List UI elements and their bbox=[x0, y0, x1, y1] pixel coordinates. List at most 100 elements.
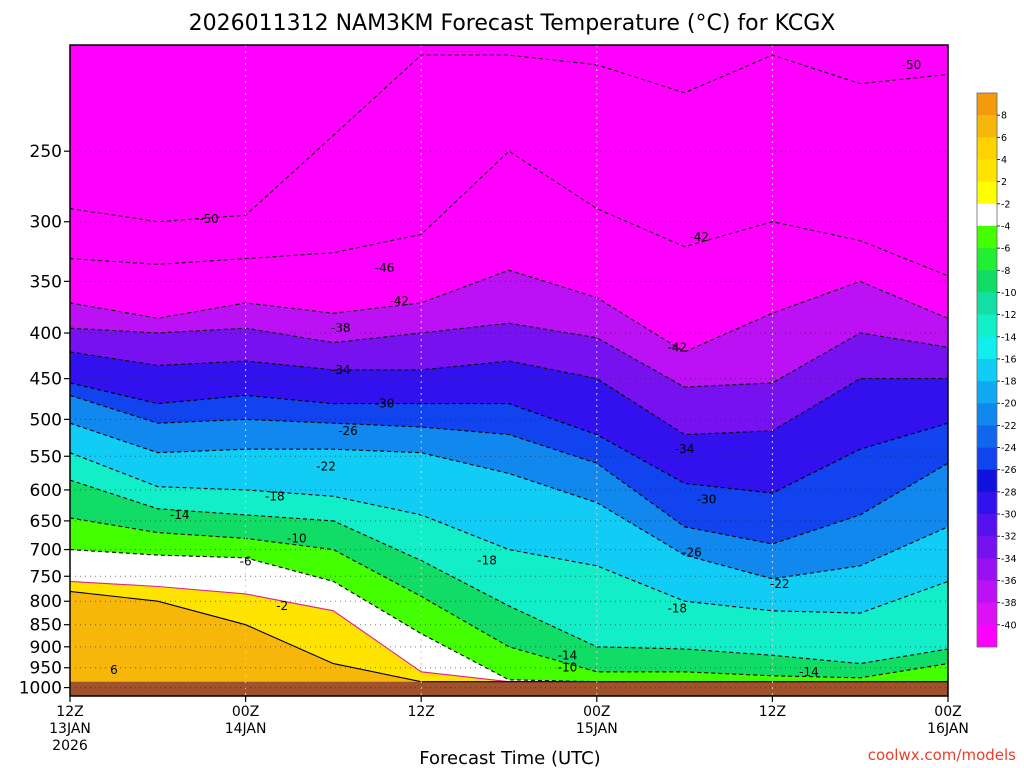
colorbar-box bbox=[977, 93, 997, 116]
colorbar-box bbox=[977, 314, 997, 338]
x-tick-label: 2026 bbox=[52, 738, 88, 754]
isotherm-label: -10 bbox=[558, 661, 578, 675]
x-tick-label: 12Z bbox=[56, 704, 83, 720]
isotherm-label: -18 bbox=[667, 601, 687, 615]
colorbar-box bbox=[977, 425, 997, 448]
x-tick-label: 00Z bbox=[583, 704, 610, 720]
isotherm-line--26 bbox=[69, 394, 949, 545]
y-tick-label: 500 bbox=[30, 410, 62, 430]
colorbar-box bbox=[977, 248, 997, 271]
credit-text[interactable]: coolwx.com/models bbox=[868, 746, 1016, 764]
colorbar-frame bbox=[976, 92, 998, 648]
axes: 2503003504004505005506006507007508008509… bbox=[19, 44, 969, 754]
isotherm-label: -22 bbox=[316, 460, 336, 474]
y-tick-label: 800 bbox=[30, 592, 62, 612]
isotherm-line--38 bbox=[69, 322, 949, 388]
isotherm-label: 6 bbox=[110, 663, 118, 677]
x-tick-label: 13JAN bbox=[49, 721, 91, 737]
colorbar-label: -36 bbox=[1001, 576, 1017, 587]
colorbar-box bbox=[977, 292, 997, 315]
colorbar-label: -20 bbox=[1001, 399, 1017, 410]
isotherm-label: -14 bbox=[170, 508, 190, 522]
isotherm-line--34 bbox=[69, 351, 948, 436]
y-tick-label: 950 bbox=[30, 659, 62, 679]
colorbar-label: -2 bbox=[1001, 199, 1010, 210]
isotherm-label: -42 bbox=[689, 230, 709, 244]
colorbar-box bbox=[977, 203, 997, 227]
y-tick-label: 400 bbox=[30, 324, 62, 344]
colorbar-label: -38 bbox=[1001, 598, 1017, 609]
isotherm-label: -30 bbox=[375, 397, 395, 411]
isotherm-label: -14 bbox=[799, 665, 819, 679]
x-tick-label: 14JAN bbox=[225, 721, 267, 737]
colorbar-box bbox=[977, 447, 997, 471]
colorbar-label: -24 bbox=[1001, 443, 1017, 454]
isotherm-label: -26 bbox=[338, 424, 358, 438]
y-tick-label: 650 bbox=[30, 512, 62, 532]
colorbar-box bbox=[977, 536, 997, 559]
colorbar-label: -30 bbox=[1001, 510, 1017, 521]
y-tick-label: 750 bbox=[30, 567, 62, 587]
isotherm-line--30 bbox=[69, 382, 949, 494]
isotherm-label: -10 bbox=[287, 531, 307, 545]
temperature-fill bbox=[70, 45, 948, 696]
isotherm-label: -50 bbox=[902, 58, 922, 72]
colorbar-label: 2 bbox=[1001, 177, 1007, 188]
isotherm-label: -6 bbox=[240, 555, 252, 569]
isotherm-line--10 bbox=[69, 517, 949, 679]
isotherm-label: -34 bbox=[675, 442, 695, 456]
isotherm-line--14 bbox=[69, 479, 949, 665]
y-tick-label: 250 bbox=[30, 142, 62, 162]
isotherm-line-2 bbox=[69, 590, 948, 683]
x-tick-label: 00Z bbox=[232, 704, 259, 720]
colorbar-box bbox=[977, 558, 997, 581]
y-tick-label: 700 bbox=[30, 541, 62, 561]
colorbar-label: -6 bbox=[1001, 244, 1010, 255]
colorbar-box bbox=[977, 336, 997, 360]
x-tick-label: 12Z bbox=[759, 704, 786, 720]
colorbar-box bbox=[977, 181, 997, 205]
y-tick-label: 600 bbox=[30, 481, 62, 501]
x-axis-label: Forecast Time (UTC) bbox=[419, 748, 600, 768]
colorbar-box bbox=[977, 469, 997, 493]
colorbar-label: -34 bbox=[1001, 554, 1017, 565]
colorbar-box bbox=[977, 514, 997, 537]
colorbar-label: 6 bbox=[1001, 133, 1007, 144]
y-tick-label: 350 bbox=[30, 272, 62, 292]
colorbar-label: -32 bbox=[1001, 532, 1017, 543]
y-tick-label: 1000 bbox=[19, 679, 62, 699]
isotherm-label: -22 bbox=[770, 577, 790, 591]
colorbar-label: -10 bbox=[1001, 288, 1017, 299]
colorbar-label: -28 bbox=[1001, 487, 1017, 498]
colorbar-box bbox=[977, 159, 997, 182]
plot-frame bbox=[69, 44, 949, 697]
colorbar-box bbox=[977, 115, 997, 138]
isotherm-contours bbox=[69, 54, 949, 683]
x-tick-label: 00Z bbox=[934, 704, 961, 720]
isotherm-label: -26 bbox=[682, 545, 702, 559]
colorbar-label: -26 bbox=[1001, 465, 1017, 476]
colorbar-label: -4 bbox=[1001, 221, 1010, 232]
colorbar-box bbox=[977, 358, 997, 382]
colorbar-label: 8 bbox=[1001, 111, 1007, 122]
colorbar-label: -8 bbox=[1001, 266, 1010, 277]
isotherm-line--50 bbox=[69, 54, 949, 223]
isotherm-line--42 bbox=[69, 269, 949, 353]
isotherm-label: -42 bbox=[389, 294, 409, 308]
colorbar-label: -14 bbox=[1001, 332, 1017, 343]
colorbar-label: -12 bbox=[1001, 310, 1017, 321]
y-tick-label: 850 bbox=[30, 616, 62, 636]
isotherm-label: -46 bbox=[375, 261, 395, 275]
ground bbox=[70, 681, 948, 696]
colorbar-label: -40 bbox=[1001, 620, 1017, 631]
isotherm-label: -42 bbox=[667, 340, 687, 354]
isotherm-label: -38 bbox=[331, 321, 351, 335]
y-tick-label: 450 bbox=[30, 370, 62, 390]
colorbar-box bbox=[977, 403, 997, 426]
colorbar-box bbox=[977, 491, 997, 515]
isotherm-label: -14 bbox=[558, 648, 578, 662]
isotherm-label: -30 bbox=[697, 492, 717, 506]
colorbar-label: -18 bbox=[1001, 377, 1017, 388]
isotherm-label: -18 bbox=[265, 489, 285, 503]
